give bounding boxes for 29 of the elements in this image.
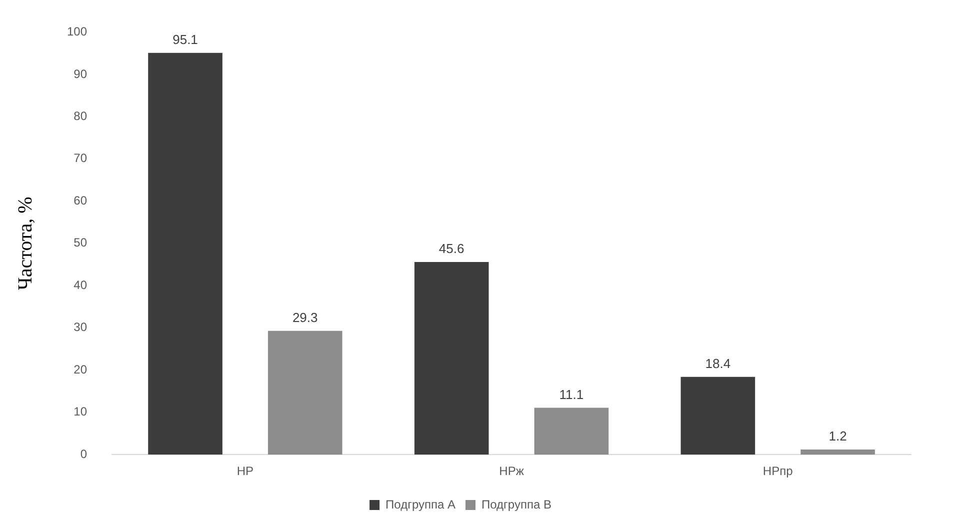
data-label: 11.1 xyxy=(559,386,584,402)
data-label: 29.3 xyxy=(292,310,318,325)
bar xyxy=(414,262,489,455)
y-tick-label: 90 xyxy=(74,66,88,81)
bar xyxy=(800,450,875,455)
bar xyxy=(148,52,222,455)
legend-label: Подгруппа В xyxy=(482,497,552,512)
data-label: 45.6 xyxy=(438,241,464,256)
y-tick-label: 40 xyxy=(74,278,88,292)
x-tick-label: НРж xyxy=(499,464,524,478)
bar xyxy=(268,330,342,455)
y-tick-label: 30 xyxy=(74,320,88,334)
y-tick-label: 50 xyxy=(74,236,88,250)
bar xyxy=(534,408,609,455)
y-tick-label: 60 xyxy=(74,193,88,208)
bar xyxy=(680,376,756,455)
y-tick-label: 10 xyxy=(74,404,88,419)
x-tick-label: НР xyxy=(236,464,254,478)
data-label: 1.2 xyxy=(828,428,847,444)
y-tick-label: 0 xyxy=(80,446,88,461)
x-tick-label: НРпр xyxy=(762,464,794,478)
legend-label: Подгруппа А xyxy=(386,497,456,512)
data-label: 95.1 xyxy=(172,32,198,47)
data-label: 18.4 xyxy=(705,356,731,371)
y-tick-label: 100 xyxy=(66,24,88,39)
y-tick-label: 70 xyxy=(74,151,88,166)
y-tick-label: 80 xyxy=(74,108,88,123)
y-tick-label: 20 xyxy=(74,362,88,376)
y-axis-title: Частота, % xyxy=(14,196,36,290)
